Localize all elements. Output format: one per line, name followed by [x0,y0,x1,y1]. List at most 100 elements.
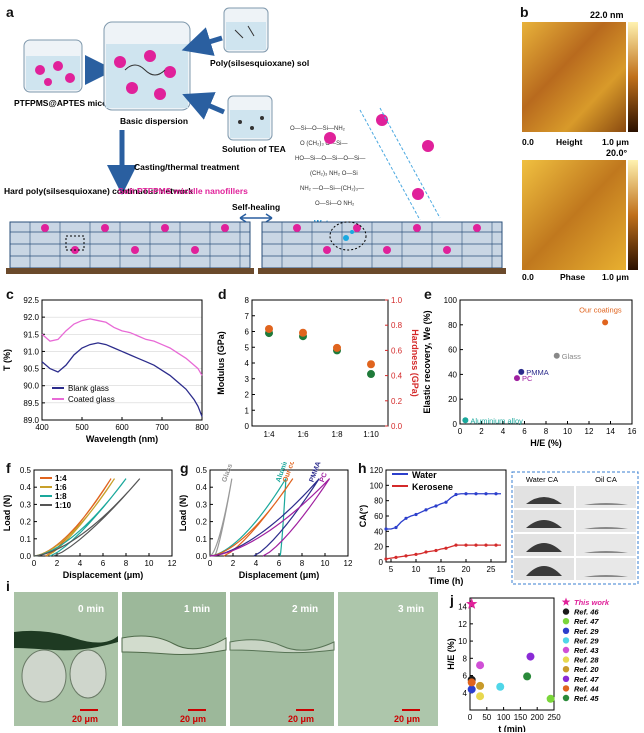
micrograph-0min: 0 min 20 μm [14,592,118,726]
svg-text:O—Si—O NH₂: O—Si—O NH₂ [315,201,355,207]
x-category-label: 1:8 [331,430,343,439]
arrow-from-sol [181,27,223,56]
hardness-point [299,328,307,337]
x-tick-label: 12 [585,427,594,436]
x-tick-label: 4 [501,427,506,436]
x-tick-label: 5 [389,565,394,574]
series-point-0 [434,504,438,508]
legend-label-9: Ref. 44 [574,684,599,693]
series-line-1 [33,478,116,557]
panel-i-micrographs: 0 min 20 μm 1 min 20 μm 2 min 20 μm 3 mi… [14,592,438,726]
y-axis-label: Load (N) [2,495,12,532]
legend-marker-2 [562,618,570,625]
y-axis-label: CA(°) [358,505,368,528]
legend-marker-1 [562,608,570,615]
casting-label: Casting/thermal treatment [134,162,239,172]
y-tick-label: 0.3 [196,500,208,509]
scale-label-1: 20 μm [180,714,206,724]
point-6 [476,692,485,701]
svg-text:NH₂ —O—Si—(CH₂)₃—: NH₂ —O—Si—(CH₂)₃— [300,186,364,192]
point-label-4: Aluminium alloy [470,416,523,425]
chart-f-load-displacement: 0 2 4 6 8 10 12 0.0 0.1 0.2 0.3 0.4 0.5 Displacement … [2,466,177,580]
y-axis-label: T (%) [2,349,12,371]
y-tick-label: 4 [245,359,250,368]
afm-height-colorbar [628,22,638,132]
panel-letter-h: h [358,460,367,476]
panel-letter-f: f [6,460,11,476]
y-tick-label: 89.5 [23,399,39,408]
basic-dispersion-beaker [103,21,191,111]
self-healing-label: Self-healing [232,202,280,212]
point-label-3: PC [522,374,533,383]
panel-letter-c: c [6,286,14,302]
arrow-casting [119,130,126,175]
y-tick-label: 3 [245,375,250,384]
legend-marker-7 [562,666,570,673]
y-tick-label: 8 [463,654,468,663]
y-tick-label: 0 [379,558,384,567]
x-tick-label: 0 [468,713,473,722]
series-point-0 [494,492,498,496]
chart-j-he-vs-time: 0 50 100 150 200 250 4 6 8 10 12 14 t (min) H/E (%) Th… [446,597,610,732]
oil-drop-shape [584,503,628,505]
sol-label: Poly(silsesquioxane) sol [210,58,309,68]
y2-tick-label: 0.6 [391,346,403,355]
y-tick-label: 100 [370,481,384,490]
y-tick-label: 8 [245,296,250,305]
y-tick-label: 0.1 [20,535,32,544]
y2-axis-label: Hardness (GPa) [410,329,420,397]
legend-label-10: Ref. 45 [574,694,599,703]
legend-label-1: Ref. 46 [574,608,599,617]
micelle-beaker-illustration [23,39,83,93]
series-line-1 [209,478,287,557]
soft-fillers-label: Soft PTFPMS micelle nanofillers [118,186,248,196]
y-tick-label: 91.5 [23,330,39,339]
x-tick-label: 6 [277,559,282,568]
y-axis-label: Elastic recovery, We (%) [422,310,432,413]
height-scale-end: 1.0 μm [602,137,629,147]
x-tick-label: 10 [145,559,154,568]
legend-label-1: Kerosene [412,482,453,492]
legend-marker-6 [562,656,570,663]
legend-label-6: Ref. 28 [574,656,599,665]
y-axis-label: H/E (%) [446,638,456,670]
y-tick-label: 89.0 [23,416,39,425]
height-label: Height [556,137,583,147]
water-drop-shape [526,497,562,504]
series-point-0 [384,527,388,531]
x-tick-label: 400 [35,423,49,432]
phase-max-label: 20.0° [606,148,628,158]
x-axis-label: H/E (%) [530,438,562,448]
hardness-point [367,360,375,369]
y-tick-label: 92.0 [23,313,39,322]
time-label-1: 1 min [184,604,210,615]
oil-drop-photo [576,558,636,580]
series-point-0 [424,508,428,512]
y-tick-label: 0.3 [20,500,32,509]
series-point-1 [394,555,398,559]
y-tick-label: 0.4 [20,483,32,492]
modulus-point [367,370,375,379]
tea-label: Solution of TEA [222,144,286,154]
point-0 [602,319,609,326]
x-tick-label: 25 [487,565,496,574]
legend-label-1: 1:6 [55,483,67,492]
legend-label-4: Ref. 29 [574,636,599,645]
x-tick-label: 2 [231,559,236,568]
x-tick-label: 8 [544,427,549,436]
legend-label-8: Ref. 47 [574,675,599,684]
series-point-1 [474,543,478,547]
series-point-1 [484,543,488,547]
y-tick-label: 0.5 [20,466,32,475]
legend-label-0: 1:4 [55,474,67,483]
x-category-label: 1:10 [363,430,379,439]
y-tick-label: 0.2 [20,518,32,527]
inset-header-water: Water CA [526,475,558,484]
panel-letter-b: b [520,4,529,20]
series-point-1 [454,543,458,547]
y-tick-label: 120 [370,466,384,475]
y-tick-label: 91.0 [23,347,39,356]
y-tick-label: 80 [448,321,457,330]
y-tick-label: 2 [245,391,250,400]
chart-e-elastic-recovery: 0 2 4 6 8 10 12 14 16 0 20 40 60 80 100 H/E (%) Elastic … [422,296,637,448]
